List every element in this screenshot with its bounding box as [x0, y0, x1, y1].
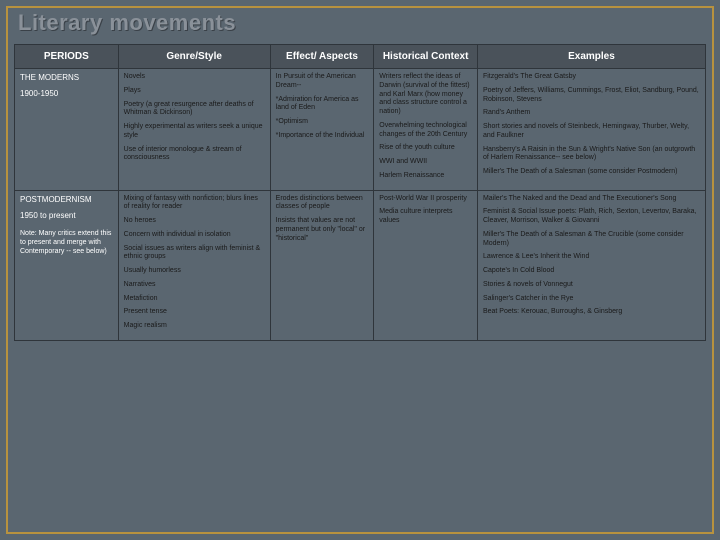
slide-title: Literary movements	[18, 10, 236, 36]
cell-context: Writers reflect the ideas of Darwin (sur…	[374, 69, 478, 191]
table-header-row: PERIODS Genre/Style Effect/ Aspects Hist…	[15, 45, 706, 69]
cell-period: POSTMODERNISM1950 to presentNote: Many c…	[15, 190, 119, 340]
cell-genre: Mixing of fantasy with nonfiction; blurs…	[118, 190, 270, 340]
cell-effect: In Pursuit of the American Dream--*Admir…	[270, 69, 374, 191]
th-effect: Effect/ Aspects	[270, 45, 374, 69]
th-examples: Examples	[477, 45, 705, 69]
th-genre: Genre/Style	[118, 45, 270, 69]
literary-movements-table: PERIODS Genre/Style Effect/ Aspects Hist…	[14, 44, 706, 341]
cell-effect: Erodes distinctions between classes of p…	[270, 190, 374, 340]
cell-context: Post-World War II prosperityMedia cultur…	[374, 190, 478, 340]
table-body: THE MODERNS1900-1950NovelsPlaysPoetry (a…	[15, 69, 706, 341]
th-context: Historical Context	[374, 45, 478, 69]
cell-genre: NovelsPlaysPoetry (a great resurgence af…	[118, 69, 270, 191]
table-container: PERIODS Genre/Style Effect/ Aspects Hist…	[14, 44, 706, 526]
cell-examples: Fitzgerald's The Great GatsbyPoetry of J…	[477, 69, 705, 191]
table-row: THE MODERNS1900-1950NovelsPlaysPoetry (a…	[15, 69, 706, 191]
cell-examples: Mailer's The Naked and the Dead and The …	[477, 190, 705, 340]
table-row: POSTMODERNISM1950 to presentNote: Many c…	[15, 190, 706, 340]
cell-period: THE MODERNS1900-1950	[15, 69, 119, 191]
th-periods: PERIODS	[15, 45, 119, 69]
